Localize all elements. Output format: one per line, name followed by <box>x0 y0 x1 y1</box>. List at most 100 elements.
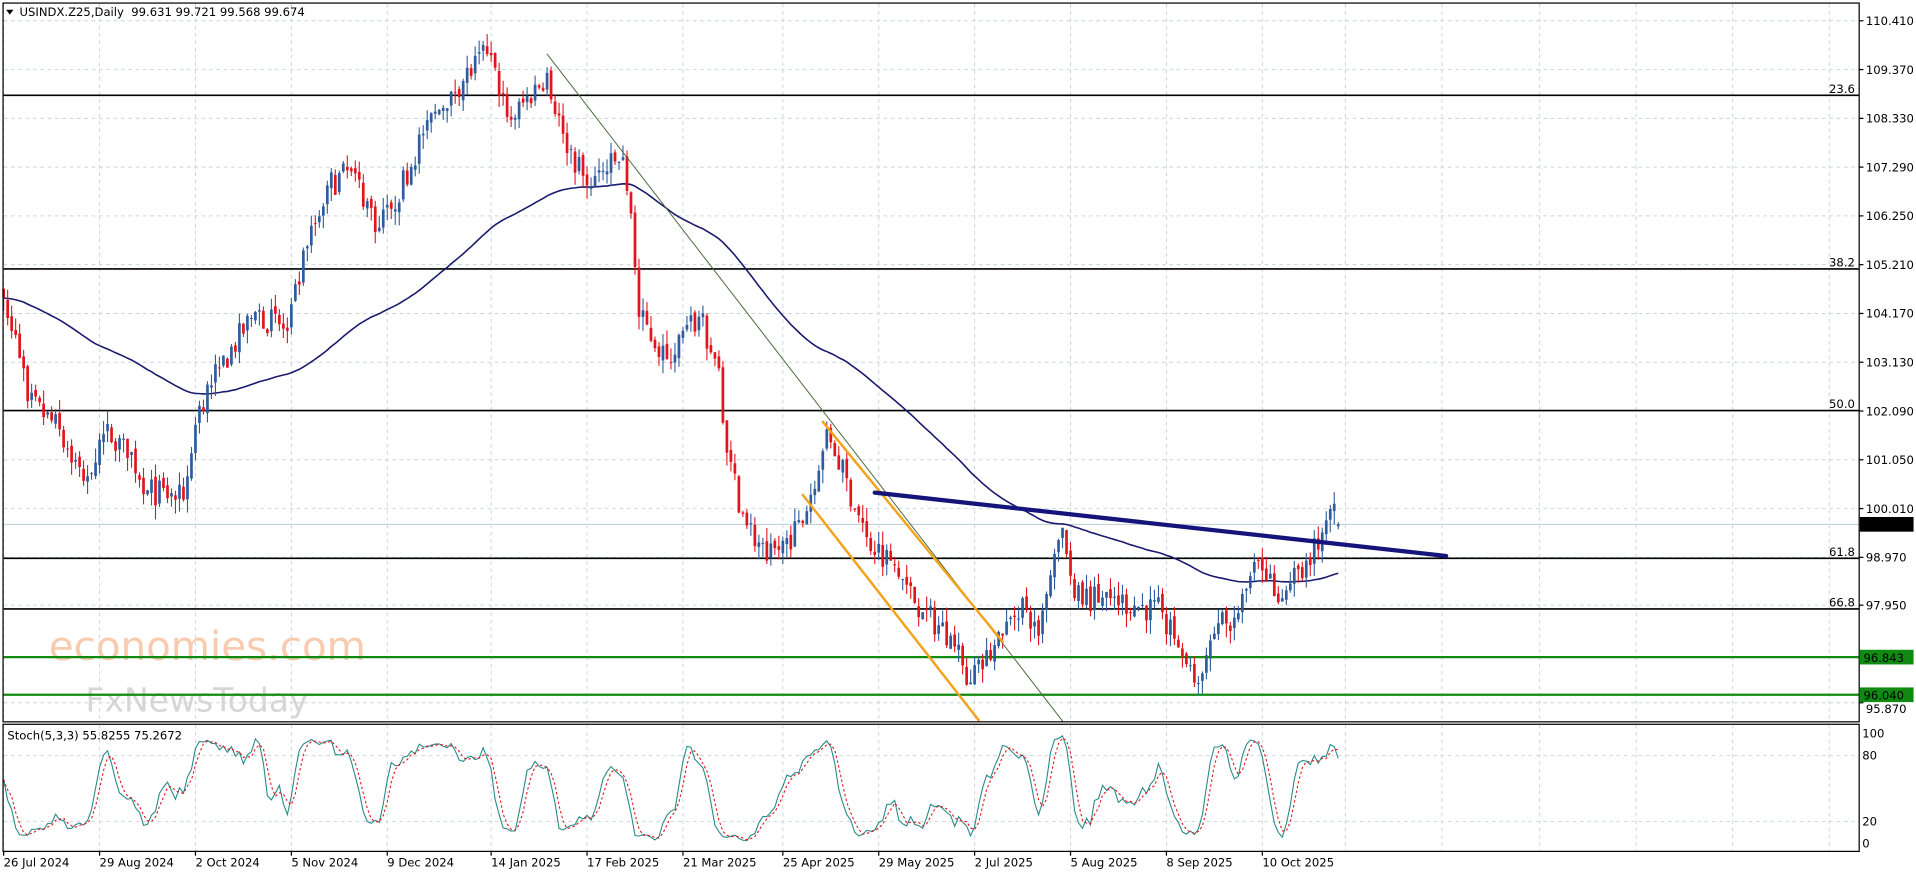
stoch-y-tick-label: 80 <box>1862 749 1877 763</box>
candle-body <box>981 659 984 670</box>
x-tick-label: 21 Mar 2025 <box>683 856 757 870</box>
x-tick-label: 29 May 2025 <box>879 856 955 870</box>
candle-body <box>529 98 533 104</box>
candle-body <box>681 330 685 338</box>
candle-body <box>349 168 353 172</box>
y-tick-label: 106.250 <box>1866 209 1914 223</box>
dropdown-triangle-icon[interactable] <box>6 9 14 15</box>
stoch-signal-line <box>3 737 1339 841</box>
x-tick-label: 26 Jul 2024 <box>4 856 70 870</box>
candle-body <box>126 438 129 459</box>
candle-body <box>1308 557 1312 566</box>
candle-body <box>657 346 661 357</box>
candle-body <box>1185 653 1188 664</box>
candle-body <box>86 476 89 482</box>
candle-body <box>10 316 14 331</box>
candle-body <box>429 113 433 123</box>
ema-line <box>3 183 1339 583</box>
candle-body <box>258 310 261 312</box>
candle-body <box>525 96 529 103</box>
trendline-resistance <box>872 490 1449 559</box>
x-tick-label: 5 Aug 2025 <box>1071 856 1138 870</box>
candle-body <box>325 185 329 205</box>
candle-body <box>701 313 705 318</box>
candle-body <box>497 71 501 96</box>
candle-body <box>545 72 549 90</box>
candle-body <box>1225 610 1228 624</box>
candle-body <box>685 324 689 330</box>
candle-body <box>1141 604 1144 606</box>
candle-body <box>421 133 425 136</box>
candle-body <box>541 87 545 91</box>
candle-body <box>465 67 469 83</box>
candle-body <box>561 115 565 134</box>
candle-body <box>1001 633 1004 636</box>
candle-body <box>837 455 841 470</box>
candle-body <box>1045 594 1048 610</box>
candle-body <box>1237 613 1240 620</box>
candle-body <box>961 645 964 666</box>
trendline-channel <box>821 420 1004 643</box>
candle-body <box>877 543 881 553</box>
candle-body <box>669 362 673 364</box>
y-tick-label: 97.950 <box>1866 598 1907 612</box>
candle-body <box>110 427 113 443</box>
candle-body <box>389 202 393 209</box>
candle-body <box>513 117 517 120</box>
candle-body <box>1085 588 1088 605</box>
candle-body <box>194 424 197 454</box>
trendline-channel <box>801 493 980 722</box>
candle-body <box>1093 586 1096 611</box>
candle-body <box>1033 621 1036 627</box>
candle-body <box>170 493 173 497</box>
x-tick-label: 25 Apr 2025 <box>783 856 855 870</box>
y-tick-label: 108.330 <box>1866 112 1914 126</box>
candle-body <box>577 156 581 172</box>
candle-body <box>58 413 61 430</box>
candle-body <box>154 476 157 506</box>
candle-body <box>457 89 461 98</box>
candle-body <box>1201 673 1204 681</box>
candle-body <box>254 312 257 321</box>
candle-body <box>1272 573 1276 597</box>
candle-body <box>1217 623 1220 635</box>
candle-body <box>433 111 437 114</box>
candle-body <box>973 665 976 685</box>
y-tick-label: 109.370 <box>1866 63 1914 77</box>
candle-body <box>557 113 561 116</box>
candle-body <box>845 458 849 479</box>
candle-body <box>393 209 397 212</box>
candle-body <box>653 339 657 349</box>
candle-body <box>397 202 401 213</box>
y-tick-label: 105.210 <box>1866 258 1914 272</box>
watermark-sub: FxNewsToday <box>86 680 309 719</box>
candle-body <box>1133 605 1136 617</box>
candle-body <box>957 644 960 650</box>
candle-body <box>1193 664 1196 683</box>
candle-body <box>286 327 289 331</box>
candle-body <box>861 517 865 523</box>
candle-body <box>665 343 669 359</box>
candle-body <box>206 384 209 414</box>
candle-body <box>741 512 745 514</box>
x-tick-label: 10 Oct 2025 <box>1262 856 1334 870</box>
candle-body <box>453 92 457 94</box>
candle-body <box>333 175 337 195</box>
candle-body <box>485 46 489 55</box>
candle-body <box>673 354 677 363</box>
candle-body <box>921 612 925 620</box>
candle-body <box>725 420 729 453</box>
y-tick-label: 107.290 <box>1866 160 1914 174</box>
candle-body <box>985 650 988 666</box>
symbol-header[interactable]: USINDX.Z25,Daily 99.631 99.721 99.568 99… <box>6 5 305 19</box>
candle-body <box>266 329 269 333</box>
candle-body <box>1073 579 1076 599</box>
candle-body <box>134 448 137 474</box>
candle-body <box>182 486 185 500</box>
candle-body <box>381 209 385 228</box>
current-price-tag-bg <box>1859 516 1914 532</box>
candle-body <box>1069 550 1072 576</box>
fib-level-label: 38.2 <box>1829 255 1855 269</box>
candle-body <box>721 367 725 423</box>
candle-body <box>901 579 905 581</box>
